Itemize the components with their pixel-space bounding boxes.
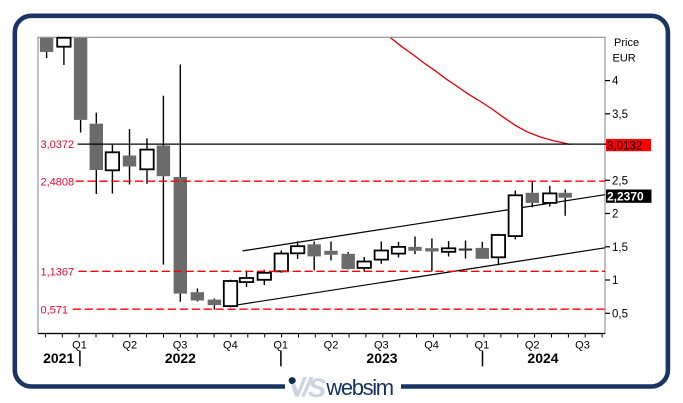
svg-text:0,5: 0,5 bbox=[612, 308, 628, 320]
svg-text:2022: 2022 bbox=[165, 350, 196, 366]
svg-text:EUR: EUR bbox=[613, 53, 636, 65]
svg-text:Q4: Q4 bbox=[424, 340, 439, 352]
svg-text:Price: Price bbox=[614, 37, 639, 49]
svg-text:Q3: Q3 bbox=[575, 340, 590, 352]
svg-text:Q1: Q1 bbox=[72, 340, 87, 352]
svg-text:Q4: Q4 bbox=[223, 340, 238, 352]
svg-text:2021: 2021 bbox=[43, 350, 74, 366]
svg-text:3,5: 3,5 bbox=[612, 109, 628, 121]
svg-text:Q1: Q1 bbox=[475, 340, 490, 352]
svg-text:1: 1 bbox=[612, 275, 618, 287]
svg-text:Q2: Q2 bbox=[525, 340, 540, 352]
svg-text:2: 2 bbox=[612, 209, 618, 221]
svg-text:3,0132: 3,0132 bbox=[607, 140, 642, 152]
svg-text:2024: 2024 bbox=[527, 350, 558, 366]
svg-text:1,5: 1,5 bbox=[612, 242, 628, 254]
svg-text:S: S bbox=[308, 373, 326, 403]
svg-text:2,4808: 2,4808 bbox=[41, 176, 75, 188]
svg-text:2,2370: 2,2370 bbox=[607, 190, 644, 204]
svg-text:Q2: Q2 bbox=[122, 340, 137, 352]
svg-text:3,0372: 3,0372 bbox=[41, 139, 75, 151]
svg-text:websim: websim bbox=[325, 375, 392, 400]
svg-text:Q3: Q3 bbox=[173, 340, 188, 352]
svg-text:Q1: Q1 bbox=[273, 340, 288, 352]
svg-text:0,571: 0,571 bbox=[41, 304, 69, 316]
svg-text:2023: 2023 bbox=[366, 350, 397, 366]
svg-text:Q2: Q2 bbox=[324, 340, 339, 352]
svg-text:Q3: Q3 bbox=[374, 340, 389, 352]
svg-text:2,5: 2,5 bbox=[612, 175, 628, 187]
svg-text:1,1367: 1,1367 bbox=[41, 266, 75, 278]
svg-text:4: 4 bbox=[612, 76, 619, 88]
